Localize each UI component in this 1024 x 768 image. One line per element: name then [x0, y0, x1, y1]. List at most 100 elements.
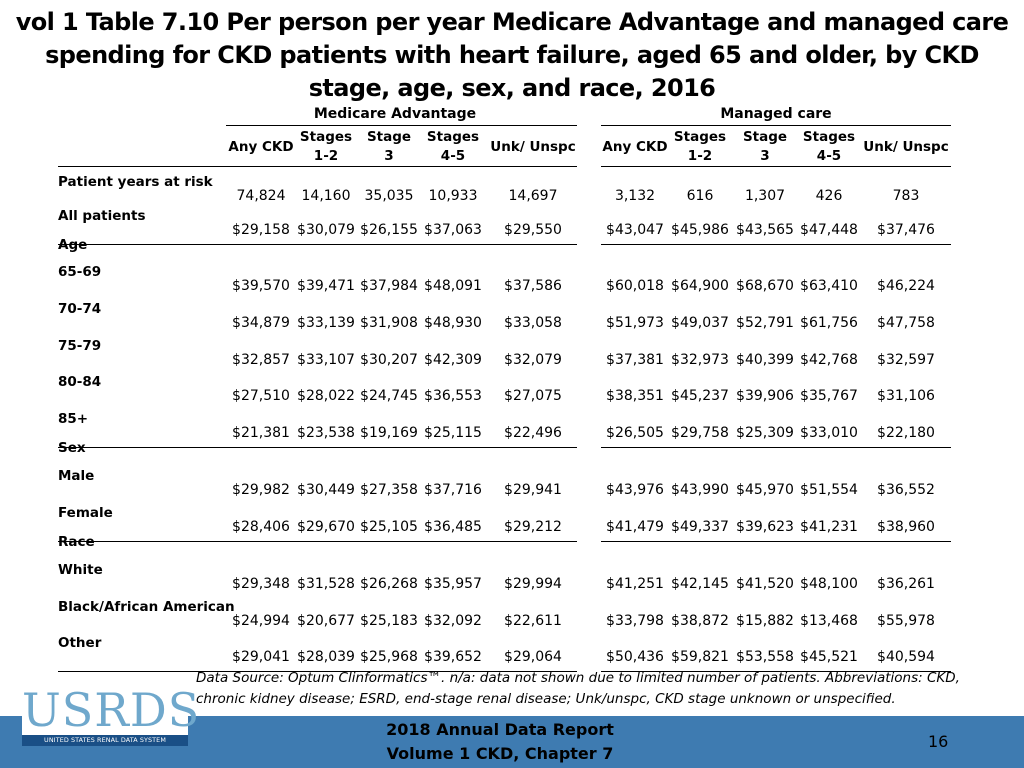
table-cell: $27,510	[232, 388, 290, 404]
table-cell: $37,716	[424, 482, 482, 498]
group-header-rule	[601, 125, 951, 126]
table-cell: 426	[815, 188, 843, 204]
table-cell: $42,145	[671, 576, 729, 592]
column-header-line: 4-5	[440, 148, 466, 164]
column-header: Any CKD	[600, 127, 670, 167]
column-header-line: Unk/ Unspc	[490, 138, 576, 155]
table-cell: $38,351	[606, 388, 664, 404]
table-cell: $29,758	[671, 425, 729, 441]
table-cell: $32,973	[671, 352, 729, 368]
row-rule	[601, 671, 951, 672]
row-label: Other	[58, 635, 102, 651]
row-rule	[601, 541, 951, 542]
table-cell: $28,039	[297, 649, 355, 665]
table-cell: $26,268	[360, 576, 418, 592]
table-cell: $24,994	[232, 613, 290, 629]
table-cell: $48,930	[424, 315, 482, 331]
table-cell: $29,941	[504, 482, 562, 498]
table-cell: $37,586	[504, 278, 562, 294]
column-header: Any CKD	[226, 127, 296, 167]
column-header-line: Stage	[366, 129, 412, 145]
group-header: Managed care	[720, 106, 832, 122]
row-label: 75-79	[58, 338, 102, 354]
table-cell: $22,180	[877, 425, 935, 441]
row-rule	[58, 541, 577, 542]
column-header-line: Unk/ Unspc	[863, 138, 949, 155]
table-cell: $39,652	[424, 649, 482, 665]
column-header-text: Stage 3	[367, 128, 411, 166]
column-header-line: 3	[384, 148, 394, 164]
table-cell: $36,261	[877, 576, 935, 592]
table-cell: $31,528	[297, 576, 355, 592]
table-cell: $63,410	[800, 278, 858, 294]
row-rule	[58, 671, 577, 672]
row-rule	[601, 244, 951, 245]
column-header-line: 1-2	[313, 148, 339, 164]
table-cell: $23,538	[297, 425, 355, 441]
table-cell: 783	[892, 188, 920, 204]
table-cell: $46,224	[877, 278, 935, 294]
table-cell: $31,908	[360, 315, 418, 331]
table-cell: 74,824	[236, 188, 286, 204]
table-cell: $25,115	[424, 425, 482, 441]
row-label: White	[58, 562, 103, 578]
table-cell: $29,982	[232, 482, 290, 498]
table-cell: $20,677	[297, 613, 355, 629]
table-cell: $41,251	[606, 576, 664, 592]
table-cell: $41,520	[736, 576, 794, 592]
header-rule	[58, 166, 577, 167]
column-header-text: Unk/ Unspc	[490, 138, 575, 157]
table-cell: $60,018	[606, 278, 664, 294]
table-cell: $36,553	[424, 388, 482, 404]
column-header: Stage 3	[359, 127, 419, 167]
column-header-text: Any CKD	[228, 138, 293, 157]
footer-report-title: 2018 Annual Data Report	[386, 720, 614, 739]
table-cell: $24,745	[360, 388, 418, 404]
table-cell: $15,882	[736, 613, 794, 629]
table-cell: $32,079	[504, 352, 562, 368]
table-cell: $37,476	[877, 222, 935, 238]
table-cell: 14,160	[301, 188, 351, 204]
row-rule	[58, 244, 577, 245]
table-cell: $37,984	[360, 278, 418, 294]
table-cell: $64,900	[671, 278, 729, 294]
table-cell: $26,505	[606, 425, 664, 441]
row-label: Female	[58, 505, 113, 521]
table-cell: $50,436	[606, 649, 664, 665]
table-cell: $30,079	[297, 222, 355, 238]
table-cell: $31,106	[877, 388, 935, 404]
table-cell: $52,791	[736, 315, 794, 331]
table-cell: $29,212	[504, 519, 562, 535]
table-cell: $25,105	[360, 519, 418, 535]
footer-text: 2018 Annual Data Report Volume 1 CKD, Ch…	[330, 718, 670, 766]
table-cell: $48,100	[800, 576, 858, 592]
source-note: Data Source: Optum Clinformatics™. n/a: …	[196, 670, 960, 707]
row-label: 80-84	[58, 374, 102, 390]
row-label: Male	[58, 468, 95, 484]
column-header: Stages 4-5	[799, 127, 859, 167]
table-cell: 10,933	[428, 188, 478, 204]
group-header-rule	[226, 125, 577, 126]
column-header-line: 1-2	[687, 148, 713, 164]
table-cell: 616	[686, 188, 714, 204]
table-cell: $29,670	[297, 519, 355, 535]
table-cell: $39,623	[736, 519, 794, 535]
table-cell: $43,976	[606, 482, 664, 498]
column-header-text: Unk/ Unspc	[863, 138, 948, 157]
column-header: Stages 4-5	[423, 127, 483, 167]
table-cell: $48,091	[424, 278, 482, 294]
table-cell: $43,047	[606, 222, 664, 238]
table-cell: $29,158	[232, 222, 290, 238]
table-cell: 14,697	[508, 188, 558, 204]
table-cell: $25,183	[360, 613, 418, 629]
table-cell: $45,521	[800, 649, 858, 665]
page-number: 16	[928, 732, 949, 751]
table-cell: $33,107	[297, 352, 355, 368]
column-header: Unk/ Unspc	[861, 127, 951, 167]
table-cell: $33,798	[606, 613, 664, 629]
row-rule	[601, 447, 951, 448]
column-header-line: Any CKD	[228, 138, 294, 155]
table-cell: $33,010	[800, 425, 858, 441]
table-cell: $38,872	[671, 613, 729, 629]
row-label: Black/African American	[58, 599, 235, 615]
